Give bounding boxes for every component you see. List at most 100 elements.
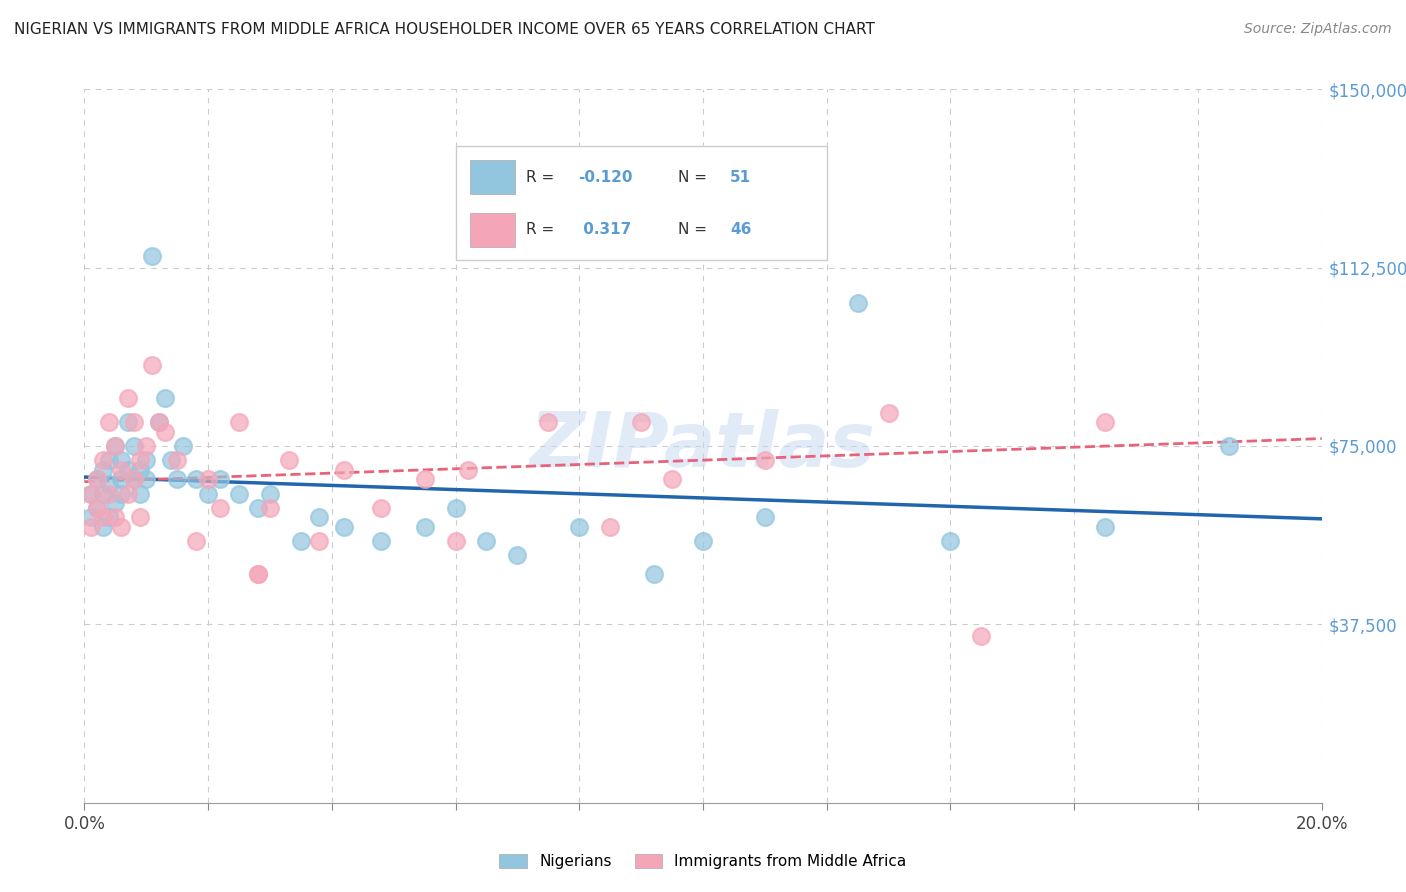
Point	[141, 358, 163, 372]
Point	[277, 453, 299, 467]
Point	[599, 520, 621, 534]
Point	[104, 439, 127, 453]
Point	[129, 453, 152, 467]
Point	[86, 500, 108, 515]
Point	[259, 500, 281, 515]
Point	[970, 629, 993, 643]
Point	[1218, 439, 1240, 453]
Point	[79, 520, 101, 534]
Point	[877, 406, 900, 420]
Point	[246, 567, 269, 582]
Point	[1094, 520, 1116, 534]
Point	[91, 453, 114, 467]
Point	[290, 534, 312, 549]
Point	[444, 534, 467, 549]
Point	[661, 472, 683, 486]
Point	[228, 415, 250, 429]
Point	[129, 486, 152, 500]
Point	[246, 567, 269, 582]
Point	[79, 486, 101, 500]
Point	[308, 534, 330, 549]
Point	[370, 534, 392, 549]
Point	[110, 453, 132, 467]
Point	[184, 472, 207, 486]
Point	[754, 510, 776, 524]
Text: ZIPatlas: ZIPatlas	[530, 409, 876, 483]
Point	[86, 472, 108, 486]
Point	[117, 392, 139, 406]
Point	[166, 453, 188, 467]
Point	[643, 567, 665, 582]
Point	[122, 415, 145, 429]
Point	[184, 534, 207, 549]
Point	[98, 486, 121, 500]
Point	[117, 415, 139, 429]
Point	[153, 425, 176, 439]
Point	[110, 520, 132, 534]
Point	[110, 463, 132, 477]
Point	[117, 463, 139, 477]
Point	[122, 472, 145, 486]
Point	[135, 472, 157, 486]
Point	[754, 178, 776, 192]
Point	[692, 534, 714, 549]
Point	[846, 296, 869, 310]
Point	[413, 520, 436, 534]
Point	[135, 453, 157, 467]
Point	[209, 500, 232, 515]
Point	[259, 486, 281, 500]
Point	[537, 415, 560, 429]
Point	[79, 510, 101, 524]
Point	[457, 463, 479, 477]
Point	[79, 486, 101, 500]
Point	[444, 500, 467, 515]
Point	[475, 534, 498, 549]
Point	[86, 500, 108, 515]
Point	[160, 453, 183, 467]
Point	[129, 510, 152, 524]
Point	[246, 500, 269, 515]
Point	[754, 453, 776, 467]
Point	[117, 486, 139, 500]
Point	[122, 439, 145, 453]
Point	[104, 510, 127, 524]
Point	[98, 415, 121, 429]
Point	[91, 486, 114, 500]
Point	[141, 249, 163, 263]
Point	[370, 500, 392, 515]
Legend: Nigerians, Immigrants from Middle Africa: Nigerians, Immigrants from Middle Africa	[494, 848, 912, 875]
Point	[91, 520, 114, 534]
Point	[122, 472, 145, 486]
Point	[110, 472, 132, 486]
Point	[104, 496, 127, 510]
Point	[197, 472, 219, 486]
Point	[135, 439, 157, 453]
Point	[333, 463, 356, 477]
Point	[172, 439, 194, 453]
Point	[86, 472, 108, 486]
Text: Source: ZipAtlas.com: Source: ZipAtlas.com	[1244, 22, 1392, 37]
Point	[98, 510, 121, 524]
Point	[939, 534, 962, 549]
Point	[308, 510, 330, 524]
Point	[228, 486, 250, 500]
Point	[1094, 415, 1116, 429]
Point	[630, 415, 652, 429]
Point	[148, 415, 170, 429]
Point	[98, 477, 121, 491]
Point	[209, 472, 232, 486]
Point	[98, 453, 121, 467]
Point	[568, 520, 591, 534]
Point	[166, 472, 188, 486]
Point	[333, 520, 356, 534]
Point	[153, 392, 176, 406]
Point	[91, 510, 114, 524]
Point	[413, 472, 436, 486]
Point	[129, 463, 152, 477]
Point	[110, 486, 132, 500]
Text: NIGERIAN VS IMMIGRANTS FROM MIDDLE AFRICA HOUSEHOLDER INCOME OVER 65 YEARS CORRE: NIGERIAN VS IMMIGRANTS FROM MIDDLE AFRIC…	[14, 22, 875, 37]
Point	[104, 439, 127, 453]
Point	[506, 549, 529, 563]
Point	[148, 415, 170, 429]
Point	[197, 486, 219, 500]
